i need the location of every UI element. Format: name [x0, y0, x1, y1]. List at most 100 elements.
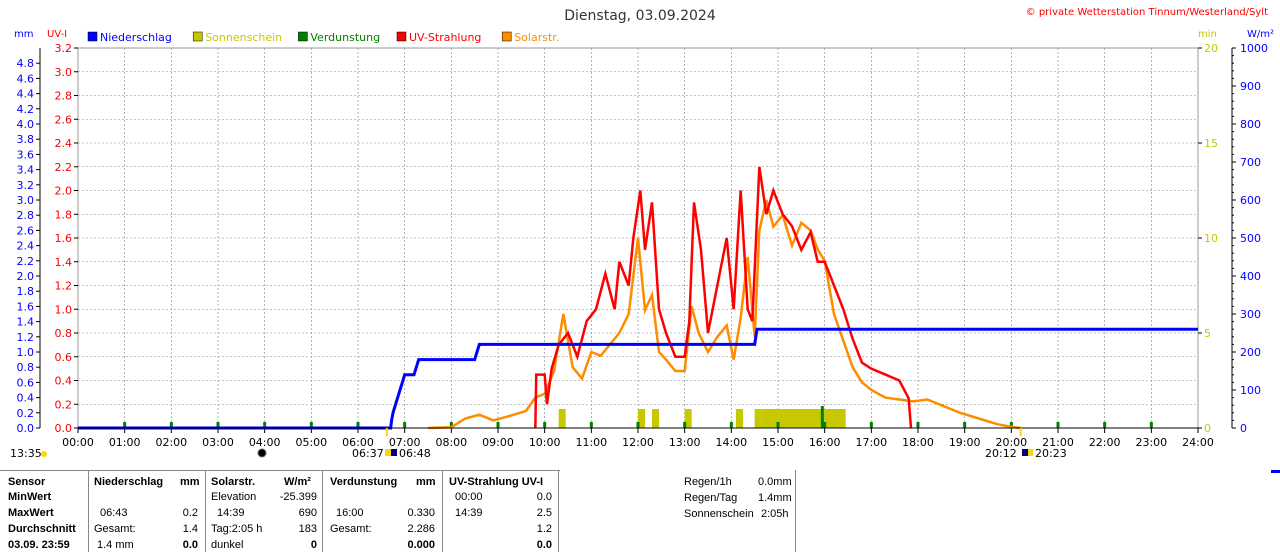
evaporation-mark-18: [963, 422, 967, 428]
evaporation-mark-9: [543, 422, 547, 428]
min-tick-label-0: 0: [1204, 422, 1211, 435]
niederschlag-header: Niederschlag: [94, 476, 164, 488]
niederschlag-max-time: 06:43: [100, 507, 128, 519]
wm2-tick-label-8: 800: [1240, 118, 1261, 131]
wm2-tick-label-4: 400: [1240, 270, 1261, 283]
wm2-tick-label-0: 0: [1240, 422, 1247, 435]
x-tick-label-15: 15:00: [762, 436, 794, 449]
summary-top-rule: [0, 470, 560, 471]
niederschlag-total-value: 1.4: [182, 523, 198, 535]
sunrise2-time: 06:48: [399, 447, 431, 460]
sunset-icon: [1022, 449, 1028, 456]
scroll-indicator[interactable]: [1271, 470, 1280, 473]
mm-tick-label-21: 4.2: [17, 103, 35, 116]
sunshine-bar-5: [754, 409, 762, 428]
mm-tick-label-14: 2.8: [17, 209, 35, 222]
divider-3: [322, 470, 323, 552]
evaporation-mark-16: [869, 422, 873, 428]
x-tick-label-1: 01:00: [109, 436, 141, 449]
evaporation-mark-5: [356, 422, 360, 428]
regen-tag-label: Regen/Tag: [684, 492, 738, 504]
uv-header: UV-Strahlung UV-I: [449, 476, 544, 488]
uv-tick-label-3: 0.6: [55, 351, 73, 364]
x-tick-label-13: 13:00: [669, 436, 701, 449]
evaporation-mark-7: [449, 422, 453, 428]
x-tick-label-23: 23:00: [1135, 436, 1167, 449]
evaporation-mark-19: [1009, 422, 1013, 428]
uv-tick-label-14: 2.8: [55, 90, 73, 103]
solar-avg-value: 183: [298, 523, 317, 535]
durchschnitt-label: Durchschnitt: [8, 523, 76, 535]
solar-day-label: Tag:2:05 h: [211, 523, 263, 535]
x-tick-label-22: 22:00: [1089, 436, 1121, 449]
verdunstung-unit: mm: [416, 476, 436, 488]
verdunstung-max-value: 0.330: [407, 507, 435, 519]
x-tick-label-21: 21:00: [1042, 436, 1074, 449]
evaporation-mark-11: [636, 422, 640, 428]
mm-tick-label-23: 4.6: [17, 72, 35, 85]
min-tick-label-4: 20: [1204, 42, 1218, 55]
solar-elevation-value: -25.399: [279, 491, 317, 503]
wm2-tick-label-9: 900: [1240, 80, 1261, 93]
x-tick-label-11: 11:00: [575, 436, 607, 449]
evaporation-mark-2: [216, 422, 220, 428]
evaporation-mark-3: [263, 422, 267, 428]
legend-swatch-2: [298, 31, 308, 42]
solar-line: [427, 199, 1021, 430]
divider-4: [442, 470, 443, 552]
uv-tick-label-1: 0.2: [55, 398, 73, 411]
legend-swatch-4: [501, 31, 512, 42]
uv-line: [534, 166, 913, 429]
uv-tick-label-13: 2.6: [55, 113, 73, 126]
evaporation-peak: [820, 406, 824, 428]
mm-tick-label-18: 3.6: [17, 148, 35, 161]
wm2-tick-label-1: 100: [1240, 384, 1261, 397]
min-tick-label-1: 5: [1204, 327, 1211, 340]
divider-2: [205, 470, 206, 552]
mm-tick-label-12: 2.4: [17, 240, 35, 253]
sunset-icon-2: [1028, 449, 1033, 456]
mm-tick-label-11: 2.2: [17, 255, 35, 268]
evaporation-mark-17: [916, 422, 920, 428]
x-tick-label-16: 16:00: [809, 436, 841, 449]
solar-unit: W/m²: [284, 476, 311, 488]
x-tick-label-3: 03:00: [202, 436, 234, 449]
wm2-tick-label-10: 1000: [1240, 42, 1268, 55]
uv-max-value: 2.5: [536, 507, 552, 519]
evaporation-mark-21: [1103, 422, 1107, 428]
mm-tick-label-13: 2.6: [17, 224, 35, 237]
niederschlag-current: 0.0: [182, 539, 198, 551]
legend-label-2: Verdunstung: [310, 31, 380, 44]
regen-1h-label: Regen/1h: [684, 476, 732, 488]
mm-tick-label-17: 3.4: [17, 164, 35, 177]
uv-tick-label-9: 1.8: [55, 208, 73, 221]
sunrise-time: 06:37: [352, 447, 384, 460]
solar-header: Solarstr.: [211, 476, 256, 488]
chart-axes: 00:00 01:00 02:00 03:00 04:00 05:00 06:00 07:00…: [17, 42, 1269, 449]
mm-tick-label-24: 4.8: [17, 57, 35, 70]
legend-swatch-3: [396, 31, 407, 42]
minwert-label: MinWert: [8, 491, 52, 503]
mm-tick-label-6: 1.2: [17, 331, 35, 344]
unit-mm: mm: [14, 29, 33, 40]
verdunstung-header: Verdunstung: [330, 476, 398, 488]
chart-legend: Niederschlag Sonnenschein Verdunstung UV-St…: [87, 31, 559, 44]
legend-label-4: Solarstr.: [514, 31, 559, 44]
mm-tick-label-1: 0.2: [17, 407, 35, 420]
verdunstung-total-value: 2.286: [407, 523, 435, 535]
uv-tick-label-5: 1.0: [55, 303, 73, 316]
uv-tick-label-6: 1.2: [55, 280, 73, 293]
evaporation-mark-13: [729, 422, 733, 428]
x-tick-label-2: 02:00: [155, 436, 187, 449]
uv-tick-label-15: 3.0: [55, 66, 73, 79]
uv-tick-label-10: 2.0: [55, 185, 73, 198]
mm-tick-label-8: 1.6: [17, 300, 35, 313]
uv-tick-label-11: 2.2: [55, 161, 73, 174]
sunshine-bar-0: [558, 409, 566, 428]
uv-tick-label-12: 2.4: [55, 137, 73, 150]
uv-min-time: 00:00: [455, 491, 483, 503]
solar-current: 0: [310, 539, 317, 551]
evaporation-mark-15: [823, 422, 827, 428]
mm-tick-label-19: 3.8: [17, 133, 35, 146]
divider-5: [558, 470, 559, 552]
